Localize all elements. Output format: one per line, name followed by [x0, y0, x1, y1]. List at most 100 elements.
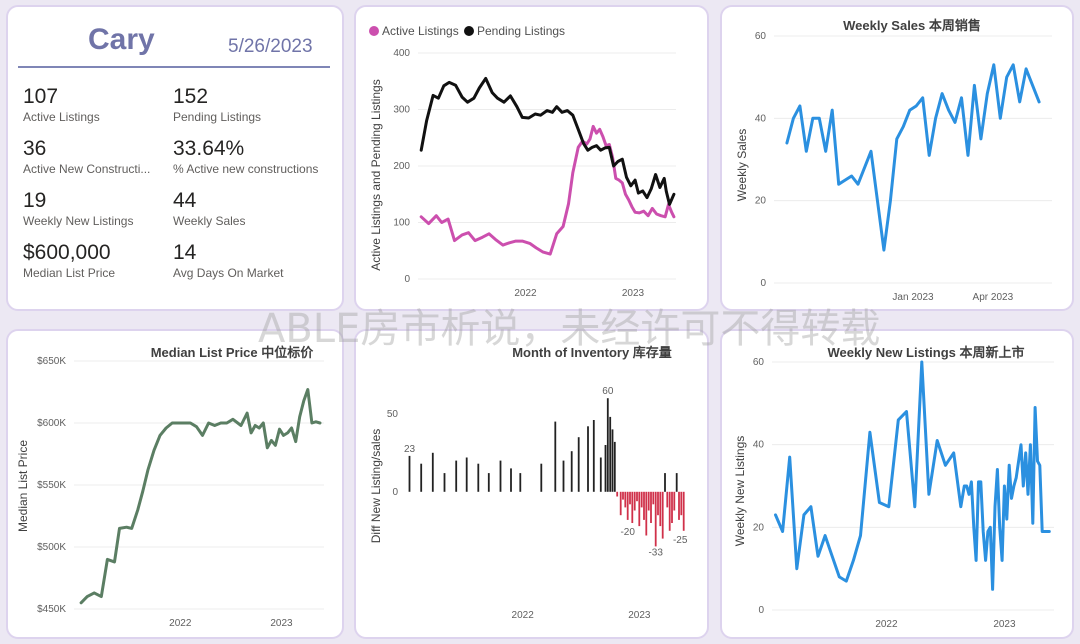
y-tick-label: $450K	[37, 604, 66, 615]
inventory-bar	[633, 491, 636, 511]
inventory-bar	[624, 491, 627, 508]
kpi-label: Weekly Sales	[173, 214, 246, 228]
kpi-weekly-sales[interactable]: 44 Weekly Sales	[173, 189, 245, 229]
inventory-bar	[619, 491, 622, 516]
active-listings-line	[419, 124, 676, 256]
y-tick-label: 60	[753, 357, 765, 368]
legend-pending-listings[interactable]: Pending Listings	[477, 24, 565, 38]
inventory-bar	[626, 491, 629, 520]
kpi-median-list-price[interactable]: $600,000 Median List Price	[23, 241, 115, 281]
inventory-bar	[455, 460, 458, 492]
inventory-bar	[540, 463, 543, 492]
y-axis-label: Weekly New Listings	[733, 436, 747, 546]
y-tick-label: 20	[753, 522, 765, 533]
inventory-bar	[562, 460, 565, 492]
y-tick-label: 40	[755, 113, 767, 124]
median-price-chart: Median List Price 中位标价 Median List Price…	[16, 345, 324, 629]
inventory-bar	[636, 491, 638, 502]
legend-active-listings[interactable]: Active Listings	[382, 24, 459, 38]
weekly-sales-chart: Weekly Sales 本周销售 Weekly Sales 0 20 40 60 Ja…	[735, 18, 1052, 303]
inventory-bar	[554, 421, 557, 492]
inventory-bar	[668, 491, 671, 531]
listings-chart-card[interactable]: Active Listings Pending Listings Active …	[354, 5, 709, 311]
median-price-chart-card[interactable]: Median List Price 中位标价 Median List Price…	[6, 329, 344, 639]
inventory-bar	[657, 491, 659, 516]
y-tick-label: 0	[760, 278, 766, 289]
kpi-pct-new-construction[interactable]: 33.64% % Active new constructions	[173, 137, 318, 177]
data-label: 60	[602, 386, 614, 397]
y-tick-label: 60	[755, 31, 767, 42]
inventory-bar	[661, 491, 664, 539]
new-listings-chart-card[interactable]: Weekly New Listings 本周新上市 Weekly New Lis…	[720, 329, 1074, 639]
weekly-sales-chart-card[interactable]: Weekly Sales 本周销售 Weekly Sales 0 20 40 60 Ja…	[720, 5, 1074, 311]
inventory-bar	[645, 491, 648, 536]
inventory-bar	[673, 491, 676, 511]
y-tick-label: 0	[758, 605, 764, 616]
inventory-bar	[577, 437, 580, 492]
inventory-bar	[587, 426, 589, 492]
median-price-line	[79, 388, 322, 605]
y-tick-label: $500K	[37, 542, 66, 553]
y-tick-label: $550K	[37, 480, 66, 491]
y-axis-label: Median List Price	[16, 440, 30, 532]
kpi-avg-days-on-market[interactable]: 14 Avg Days On Market	[173, 241, 283, 281]
inventory-bar	[659, 491, 662, 527]
x-tick-label: 2023	[628, 610, 651, 621]
chart-title: Weekly New Listings 本周新上市	[828, 345, 1025, 360]
kpi-label: Median List Price	[23, 266, 116, 280]
inventory-bar	[613, 441, 616, 492]
inventory-bar	[431, 452, 434, 492]
data-label: -20	[620, 527, 635, 538]
inventory-bar	[682, 491, 685, 531]
kpi-value: $600,000	[23, 241, 111, 264]
x-tick-label: 2022	[875, 619, 898, 630]
kpi-value: 19	[23, 189, 47, 212]
weekly-sales-line	[785, 63, 1041, 252]
chart-title: Month of Inventory 库存量	[512, 345, 672, 360]
kpi-active-listings[interactable]: 107 Active Listings	[23, 85, 100, 125]
summary-card: Cary 5/26/2023 107 Active Listings 152 P…	[6, 5, 344, 311]
inventory-bar	[664, 473, 666, 492]
y-tick-label: $600K	[37, 418, 66, 429]
inventory-bar	[675, 473, 678, 492]
y-tick-label: 0	[392, 487, 398, 498]
x-tick-label: Apr 2023	[973, 292, 1014, 303]
inventory-bar	[592, 420, 595, 492]
inventory-chart-card[interactable]: Month of Inventory 库存量 Diff New Listing/…	[354, 329, 709, 639]
inventory-bar	[609, 416, 612, 492]
kpi-pending-listings[interactable]: 152 Pending Listings	[173, 85, 261, 125]
y-tick-label: 40	[753, 440, 765, 451]
inventory-bar	[680, 491, 683, 516]
data-label: 23	[404, 444, 416, 455]
kpi-active-new-construction[interactable]: 36 Active New Constructi...	[23, 137, 150, 177]
inventory-bar	[631, 491, 634, 523]
inventory-bar	[616, 491, 619, 497]
divider	[18, 66, 330, 68]
y-tick-label: 20	[755, 196, 767, 207]
kpi-label: Active Listings	[23, 110, 100, 124]
kpi-value: 44	[173, 189, 197, 212]
inventory-bar	[629, 491, 631, 505]
inventory-bar	[678, 491, 680, 520]
inventory-bar	[611, 429, 614, 492]
legend-marker-pending	[464, 26, 474, 36]
kpi-weekly-new-listings[interactable]: 19 Weekly New Listings	[23, 189, 133, 229]
inventory-bar	[477, 463, 480, 492]
x-tick-label: 2022	[169, 618, 192, 629]
x-tick-label: 2022	[512, 610, 535, 621]
legend-marker-active	[369, 26, 379, 36]
kpi-label: Avg Days On Market	[173, 266, 284, 280]
y-tick-label: 300	[393, 105, 410, 116]
inventory-bar	[570, 451, 573, 492]
inventory-bar	[643, 491, 645, 520]
inventory-bar	[604, 445, 607, 492]
y-axis-label: Diff New Listing/sales	[369, 429, 383, 544]
city-name: Cary	[88, 23, 155, 56]
x-tick-label: 2023	[270, 618, 293, 629]
kpi-value: 107	[23, 85, 59, 108]
kpi-label: Active New Constructi...	[23, 162, 151, 176]
inventory-bar	[666, 491, 669, 508]
inventory-bar	[465, 457, 468, 492]
inventory-chart: Month of Inventory 库存量 Diff New Listing/…	[369, 345, 688, 621]
x-tick-label: 2023	[993, 619, 1016, 630]
